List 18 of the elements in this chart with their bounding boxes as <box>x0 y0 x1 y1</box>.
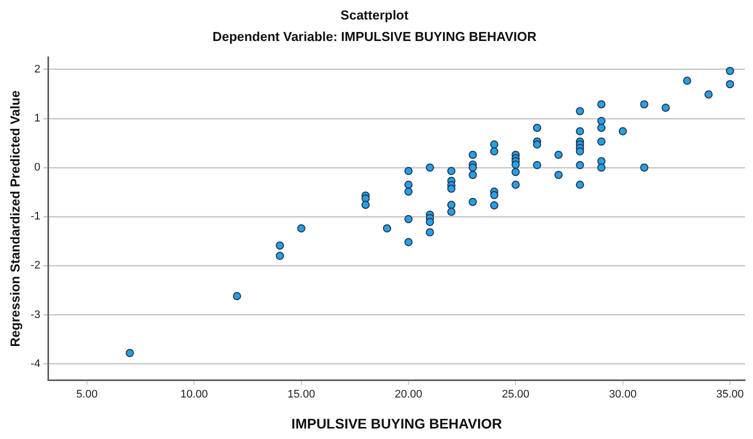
x-tick-label: 5.00 <box>76 388 98 401</box>
x-tick-label: 35.00 <box>716 388 744 401</box>
y-tick-label: 1 <box>34 112 40 125</box>
y-tick-label: -2 <box>30 260 40 272</box>
y-tick-label: -4 <box>30 358 40 370</box>
x-tick-label: 15.00 <box>288 388 316 401</box>
y-tick-label: 2 <box>34 63 40 76</box>
y-tick-label: -1 <box>30 210 40 223</box>
chart-title: Scatterplot <box>340 7 410 22</box>
x-tick-label: 10.00 <box>180 388 208 401</box>
y-axis-title: Regression Standardized Predicted Value <box>7 90 22 347</box>
x-axis-title: IMPULSIVE BUYING BEHAVIOR <box>291 415 502 432</box>
chart-subtitle: Dependent Variable: IMPULSIVE BUYING BEHAVIOR <box>212 28 538 44</box>
y-tick-label: -3 <box>30 308 40 321</box>
y-tick-label: 0 <box>34 162 40 174</box>
x-tick-label: 20.00 <box>394 388 422 401</box>
x-tick-label: 25.00 <box>502 388 530 401</box>
x-tick-label: 30.00 <box>609 388 637 401</box>
